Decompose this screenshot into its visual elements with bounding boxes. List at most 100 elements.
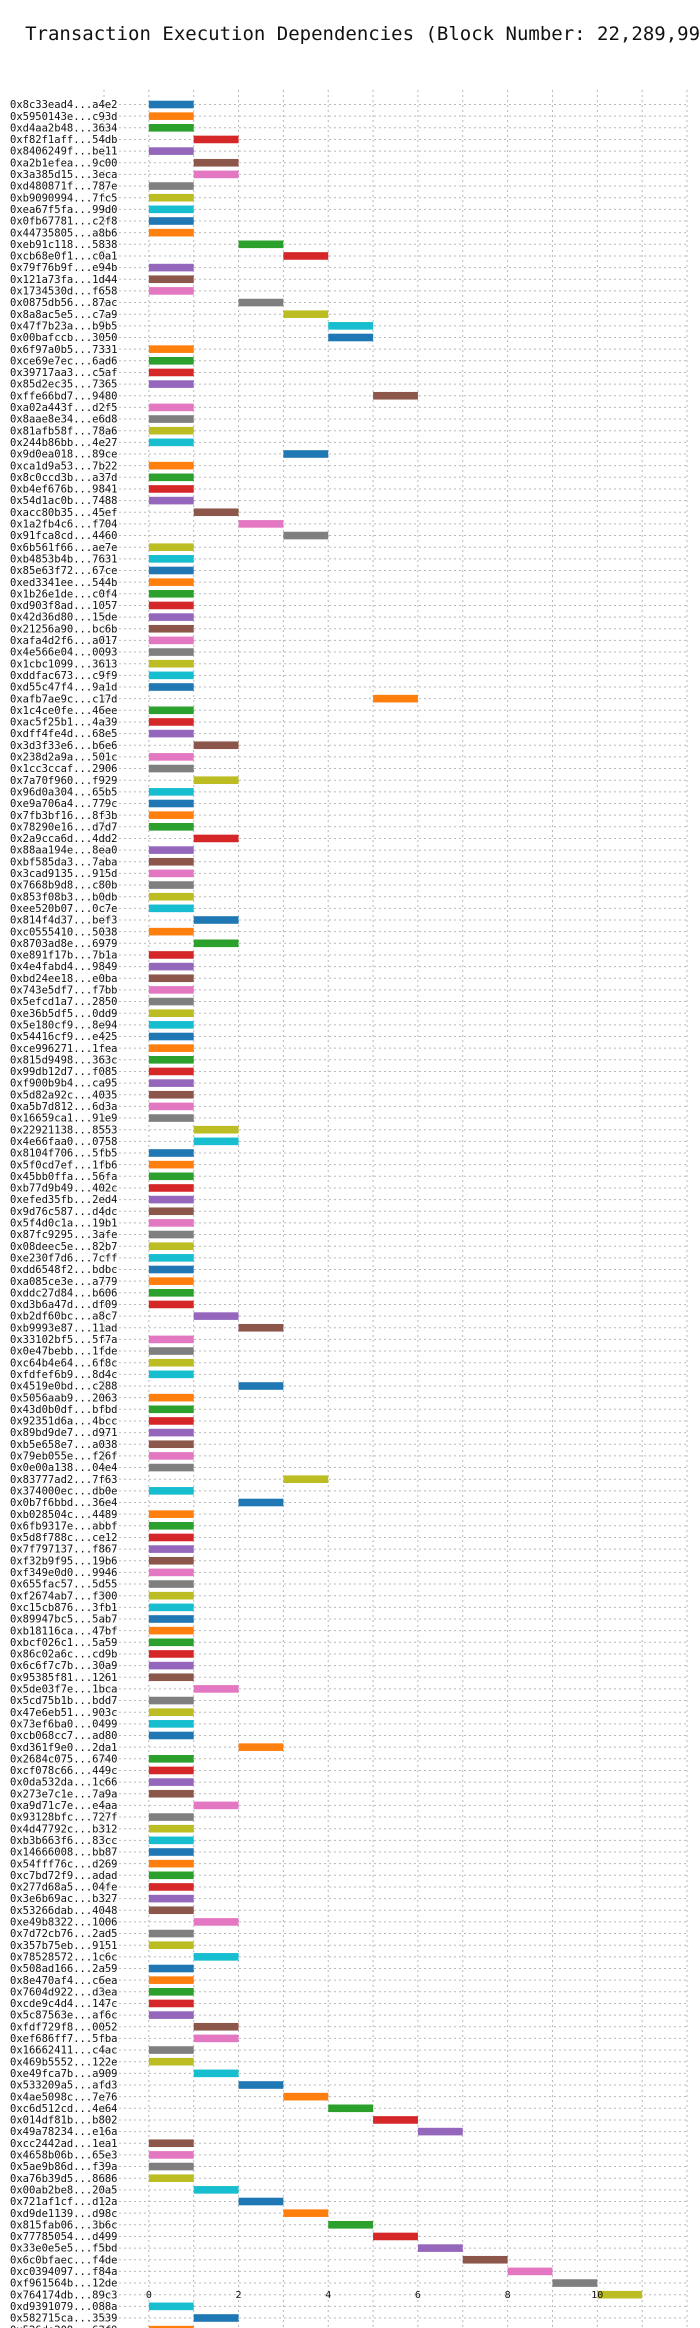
transaction-bar bbox=[148, 1533, 194, 1542]
transaction-bar bbox=[148, 904, 194, 913]
transaction-label: 0xed3341ee...544b bbox=[10, 577, 117, 589]
transaction-bar bbox=[148, 205, 194, 214]
transaction-label: 0x655fac57...5d55 bbox=[10, 1579, 117, 1591]
transaction-bar bbox=[148, 217, 194, 225]
transaction-label: 0xc64b4e64...6f8c bbox=[10, 1357, 117, 1369]
transaction-bar bbox=[148, 2011, 194, 2019]
transaction-label: 0x244b86bb...4e27 bbox=[10, 437, 117, 449]
transaction-bar bbox=[417, 2244, 463, 2252]
transaction-bar bbox=[148, 147, 194, 155]
transaction-bar bbox=[148, 1172, 194, 1181]
transaction-label: 0x764174db...89c3 bbox=[10, 2289, 117, 2301]
transaction-bar bbox=[148, 345, 194, 353]
transaction-bar bbox=[238, 520, 284, 528]
transaction-bar bbox=[148, 613, 194, 621]
transaction-label: 0x533209a5...afd3 bbox=[10, 2080, 117, 2092]
x-tick-label: 4 bbox=[325, 2290, 331, 2301]
transaction-label: 0x9d76c587...d4dc bbox=[10, 1206, 117, 1218]
transaction-label: 0x43d0b0df...bfbd bbox=[10, 1404, 117, 1416]
transaction-label: 0xb9993e87...11ad bbox=[10, 1322, 117, 1334]
transaction-bar bbox=[148, 1894, 194, 1903]
transaction-label: 0x814f4d37...bef3 bbox=[10, 915, 117, 927]
transaction-label: 0x92351d6a...4bcc bbox=[10, 1416, 117, 1428]
transaction-bar bbox=[148, 846, 194, 854]
transaction-label: 0xb028504c...4489 bbox=[10, 1509, 117, 1521]
transaction-label: 0x3cad9135...915d bbox=[10, 868, 117, 880]
transaction-label: 0xa5b7d812...6d3a bbox=[10, 1101, 117, 1113]
transaction-label: 0x93128bfc...727f bbox=[10, 1812, 117, 1824]
transaction-bar bbox=[148, 485, 194, 493]
chart-title: Transaction Execution Dependencies (Bloc… bbox=[25, 23, 700, 45]
x-tick-label: 6 bbox=[415, 2290, 421, 2301]
transaction-bar bbox=[148, 811, 194, 819]
transaction-label: 0xb4ef676b...9841 bbox=[10, 484, 117, 496]
transaction-label: 0xe49fca7b...a909 bbox=[10, 2068, 117, 2080]
transaction-label: 0xbcf026c1...5a59 bbox=[10, 1637, 117, 1649]
transaction-bar bbox=[193, 834, 239, 843]
transaction-label: 0x8406249f...be11 bbox=[10, 146, 117, 158]
transaction-label: 0xd3b6a47d...df09 bbox=[10, 1299, 117, 1311]
transaction-label: 0xafa4d2f6...a017 bbox=[10, 635, 117, 647]
x-tick-label: 8 bbox=[505, 2290, 511, 2301]
transaction-bar bbox=[148, 1522, 194, 1530]
transaction-label: 0x14666008...bb87 bbox=[10, 1847, 117, 1859]
transaction-label: 0xb4853b4b...7631 bbox=[10, 553, 117, 565]
transaction-bar bbox=[148, 1545, 194, 1553]
transaction-bar bbox=[148, 1650, 194, 1658]
transaction-label: 0x1c4ce0fe...46ee bbox=[10, 705, 117, 717]
transaction-bar bbox=[148, 1568, 194, 1577]
transaction-bar bbox=[148, 1056, 194, 1064]
transaction-label: 0xa9d71c7e...e4aa bbox=[10, 1800, 117, 1812]
transaction-bar bbox=[148, 671, 194, 680]
transaction-bar bbox=[283, 531, 329, 540]
transaction-label: 0x815d9498...363c bbox=[10, 1054, 117, 1066]
transaction-bar bbox=[238, 240, 284, 249]
transaction-bar bbox=[148, 496, 194, 505]
transaction-label: 0x3d3f33e6...b6e6 bbox=[10, 740, 117, 752]
transaction-bar bbox=[238, 298, 284, 307]
transaction-bar bbox=[148, 1021, 194, 1029]
transaction-bar bbox=[148, 2151, 194, 2159]
transaction-label: 0x0e00a138...04e4 bbox=[10, 1462, 117, 1474]
transaction-bar bbox=[148, 788, 194, 796]
transaction-bar bbox=[193, 170, 239, 179]
transaction-bar bbox=[193, 1685, 239, 1693]
transaction-label: 0x83777ad2...7f63 bbox=[10, 1474, 117, 1486]
transaction-bar bbox=[148, 1207, 194, 1216]
transaction-label: 0xbf585da3...7aba bbox=[10, 856, 117, 868]
transaction-label: 0x6c0bfaec...f4de bbox=[10, 2254, 117, 2266]
transaction-label: 0x469b5552...122e bbox=[10, 2056, 117, 2068]
transaction-bar bbox=[148, 1032, 194, 1041]
transaction-bar bbox=[507, 2267, 553, 2276]
transaction-bar bbox=[148, 1440, 194, 1449]
transaction-bar bbox=[148, 1079, 194, 1087]
transaction-bar bbox=[148, 1219, 194, 1227]
transaction-bar bbox=[148, 112, 194, 120]
transaction-bar bbox=[148, 1195, 194, 1204]
transaction-bar bbox=[148, 1929, 194, 1938]
transaction-label: 0x0875db56...87ac bbox=[10, 297, 117, 309]
transaction-bar bbox=[148, 438, 194, 447]
transaction-bar bbox=[148, 718, 194, 726]
transaction-bar bbox=[193, 1953, 239, 1961]
transaction-bar bbox=[148, 578, 194, 586]
transaction-label: 0xddfac673...c9f9 bbox=[10, 670, 117, 682]
transaction-label: 0x42d36d80...15de bbox=[10, 612, 117, 624]
y-tick-labels: 0x8c33ead4...a4e20x5950143e...c93d0xd4aa… bbox=[10, 99, 117, 2328]
transaction-label: 0x33e0e5e5...f5bd bbox=[10, 2243, 117, 2255]
transaction-label: 0x8a8ac5e5...c7a9 bbox=[10, 309, 117, 321]
transaction-bar bbox=[283, 2209, 329, 2217]
transaction-label: 0x81afb58f...78a6 bbox=[10, 425, 117, 437]
transaction-bar bbox=[148, 1149, 194, 1157]
transaction-label: 0x47e6eb51...903c bbox=[10, 1707, 117, 1719]
transaction-bar bbox=[148, 403, 194, 412]
transaction-label: 0xdff4fe4d...68e5 bbox=[10, 728, 117, 740]
transaction-label: 0x9d0ea018...89ce bbox=[10, 449, 117, 461]
transaction-label: 0x39717aa3...c5af bbox=[10, 367, 117, 379]
transaction-label: 0x277d68a5...04fe bbox=[10, 1882, 117, 1894]
transaction-bar bbox=[148, 1731, 194, 1740]
transaction-label: 0x7604d922...d3ea bbox=[10, 1986, 117, 1998]
transaction-label: 0x014df81b...b802 bbox=[10, 2115, 117, 2127]
transaction-bar bbox=[148, 1766, 194, 1775]
transaction-label: 0x96d0a304...65b5 bbox=[10, 786, 117, 798]
